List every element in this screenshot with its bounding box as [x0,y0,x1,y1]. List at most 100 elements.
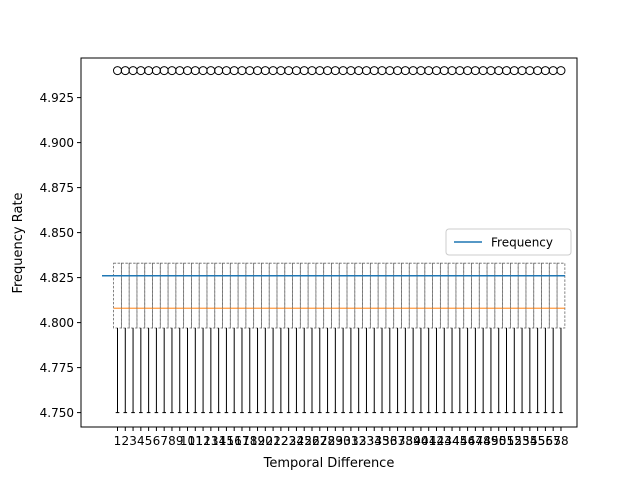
box-outlier [369,66,379,76]
box-outlier [494,66,504,76]
x-tick-label: 11 [188,434,203,448]
x-tick-label: 13 [203,434,218,448]
box-outlier [229,66,239,76]
box-outlier [338,66,348,76]
box-outlier [268,66,278,76]
box-body [159,262,169,329]
box-outlier [408,66,418,76]
box-body [463,262,472,329]
legend: Frequency [445,228,572,256]
box-body [323,262,332,329]
x-tick-label: 34 [367,434,382,448]
x-tick-label: 44 [444,434,459,448]
x-tick-label: 32 [351,434,366,448]
y-tick-label: 4.875 [40,181,74,195]
box-body [471,262,480,329]
x-tick-label: 50 [491,434,506,448]
x-tick-label: 23 [281,434,296,448]
box-18 [245,66,255,414]
y-tick-label: 4.900 [40,136,74,150]
box-outlier [361,66,371,76]
box-body [416,262,426,329]
y-tick-label: 4.850 [40,226,74,240]
y-tick-label: 4.750 [40,406,74,420]
box-body [292,262,301,329]
box-23 [284,66,294,414]
box-outlier [540,66,550,76]
box-body [198,262,208,329]
x-tick-label: 54 [522,434,537,448]
x-tick-label: 39 [405,434,420,448]
box-outlier [307,66,317,76]
box-outlier [525,66,535,76]
box-29 [330,66,340,414]
x-tick-label: 37 [390,434,405,448]
box-outlier [120,66,130,76]
box-22 [276,66,286,414]
box-body [245,262,255,329]
box-outlier [291,66,301,76]
x-tick-label: 30 [335,434,350,448]
box-outlier [385,66,395,76]
box-10 [183,66,193,414]
x-tick-label: 48 [476,434,491,448]
x-tick-label: 33 [359,434,374,448]
box-outlier [424,66,434,76]
x-tick-label: 21 [265,434,280,448]
x-tick-label: 6 [153,434,161,448]
box-body [447,262,457,329]
x-tick-label: 5 [145,434,153,448]
x-tick-label: 36 [382,434,397,448]
box-27 [315,66,325,414]
box-body [393,262,402,329]
x-tick-label: 26 [304,434,319,448]
box-15 [221,66,231,414]
box-outlier [299,66,309,76]
box-body [261,262,270,329]
box-body [548,262,558,329]
box-outlier [237,66,247,76]
x-tick-label: 7 [160,434,168,448]
x-tick-label: 15 [219,434,234,448]
box-body [128,262,138,329]
box-body [206,262,216,329]
box-body [229,262,239,329]
x-tick-label: 31 [343,434,358,448]
box-body [525,262,535,329]
box-body [152,262,161,329]
box-body [284,262,293,329]
box-outlier [330,66,340,76]
x-tick-label: 45 [452,434,467,448]
box-body [214,262,223,329]
box-outlier [198,66,208,76]
box-outlier [206,66,216,76]
x-tick-label: 22 [273,434,288,448]
box-outlier [113,66,122,76]
box-body [362,262,371,329]
box-body [354,262,363,329]
box-body [401,262,410,329]
box-outlier [284,66,294,76]
box-32 [354,66,364,414]
box-body [315,262,325,329]
x-tick-label: 49 [483,434,498,448]
box-outlier [478,66,488,76]
x-tick-label: 2 [121,434,129,448]
box-14 [214,66,224,414]
x-tick-label: 14 [211,434,226,448]
box-body [494,262,504,329]
box-body [517,262,527,329]
box-outlier [190,66,200,76]
box-39 [408,66,418,414]
box-body [533,262,542,329]
x-tick-label: 28 [320,434,335,448]
box-21 [268,66,278,414]
plot-frame [80,57,578,428]
box-body [439,262,449,329]
box-outlier [354,66,364,76]
x-tick-label: 17 [234,434,249,448]
x-tick-label: 20 [258,434,273,448]
box-outlier [470,66,480,76]
